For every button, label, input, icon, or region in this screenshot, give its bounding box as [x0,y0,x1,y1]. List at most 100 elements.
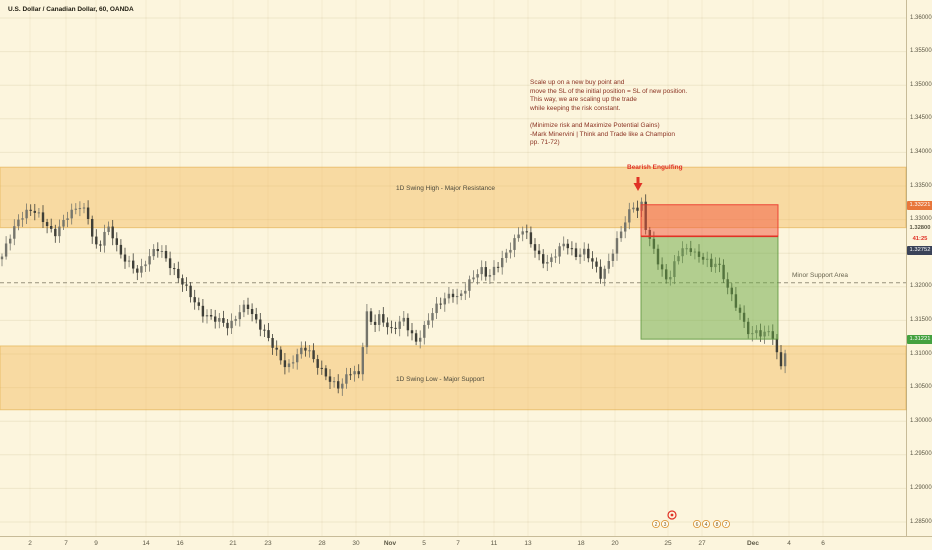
candle-body [54,228,57,237]
candle-body [29,209,32,211]
candle-body [9,238,12,244]
minor-support-area-label[interactable]: Minor Support Area [792,272,849,279]
time-axis[interactable]: 2 7 9 14 16 21 23 28 30 Nov 5 7 11 13 18 20 25 27 Dec 4 6 [0,536,932,550]
calendar-event-icon[interactable] [692,519,702,529]
calendar-event-count: 3 [664,522,667,528]
candle-body [209,315,213,317]
event-alert-icon[interactable] [667,510,677,520]
candle-body [103,231,106,246]
candle-body [119,244,123,255]
candle-body [164,250,168,259]
trade-note-line: pp. 71-72) [530,139,560,147]
calendar-event-icon[interactable] [712,519,722,529]
candle-body [599,266,602,279]
candle-body [341,383,344,389]
candle-body [607,260,610,269]
calendar-event-icon[interactable] [721,519,731,529]
price-tick-label: 1.33500 [910,182,932,189]
candle-body [156,249,159,252]
candle-body [173,268,176,270]
trade-note-annotation[interactable]: Scale up on a new buy point and move the … [530,79,687,148]
candle-body [587,248,590,259]
candle-body [455,295,459,298]
candle-body [566,243,569,249]
candle-body [218,318,221,322]
candle-body [25,209,28,219]
major-support-zone[interactable] [0,345,907,411]
price-tick-label: 1.31000 [910,350,932,357]
candle-body [369,311,373,322]
candle-body [279,349,282,361]
candle-body [21,218,24,220]
candle-body [492,266,496,276]
resistance-zone-label[interactable]: 1D Swing High - Major Resistance [396,185,495,192]
candle-body [296,354,299,363]
event-alert-icon[interactable] [670,513,674,517]
price-tick-label: 1.35000 [910,81,932,88]
time-axis-label: 30 [352,540,360,547]
candle-body [86,207,90,219]
time-axis-label: 25 [664,540,672,547]
candle-body [132,260,135,269]
candle-body [201,305,205,317]
candle-body [308,350,311,352]
candle-body [517,234,520,239]
candle-body [464,290,467,294]
candle-body [99,244,102,246]
short-risk-box[interactable] [640,204,779,237]
candle-body [427,320,430,325]
candle-body [312,350,315,360]
price-tick-label: 1.29500 [910,451,932,458]
calendar-event-icon[interactable] [660,519,670,529]
symbol-title: U.S. Dollar / Canadian Dollar, 60, OANDA [8,6,134,13]
candle-body [611,253,615,261]
candle-body [603,268,606,279]
time-axis-label: 21 [229,540,237,547]
support-zone-label[interactable]: 1D Swing Low - Major Support [396,376,485,383]
price-tick-label: 1.28500 [910,518,932,525]
candle-body [123,254,127,262]
price-tick-label: 1.35500 [910,48,932,55]
candle-body [66,218,69,220]
candle-body [472,277,475,280]
candle-body [570,248,574,250]
bearish-engulfing-label[interactable]: Bearish Engulfing [627,164,683,171]
candle-body [382,314,385,323]
short-profit-box[interactable] [640,235,779,340]
candle-body [136,268,139,273]
time-axis-label: 11 [490,540,498,547]
candle-body [529,232,533,245]
candle-body [619,231,623,239]
price-tick-label: 1.34500 [910,115,932,122]
candle-body [181,278,184,285]
time-axis-label: 6 [821,540,825,547]
candle-body [168,258,172,269]
calendar-event-icon[interactable] [651,519,661,529]
trade-note-line: while keeping the risk constant. [530,104,621,112]
price-tick-label: 1.29000 [910,484,932,491]
candle-body [386,322,389,328]
candle-body [414,333,418,342]
candle-body [349,374,352,376]
candle-body [521,231,524,235]
price-tick-label: 1.30500 [910,384,932,391]
price-axis[interactable]: 1.36000 1.35500 1.35000 1.34500 1.34000 1.335… [906,0,932,536]
candle-body [255,314,258,320]
candle-body [177,268,180,279]
candle-body [574,248,578,257]
candle-body [624,222,627,232]
candle-body [287,363,291,368]
price-tag: 1.31221 [907,334,932,344]
candle-body [595,261,598,267]
candle-body [320,367,323,369]
candle-body [127,260,131,262]
candle-body [373,321,377,325]
candle-body [115,238,118,245]
candle-body [74,208,77,210]
calendar-event-icon[interactable] [701,519,711,529]
candle-body [615,238,619,254]
calendar-event-count: 6 [696,522,699,528]
candle-body [435,303,438,314]
candle-body [144,264,147,267]
